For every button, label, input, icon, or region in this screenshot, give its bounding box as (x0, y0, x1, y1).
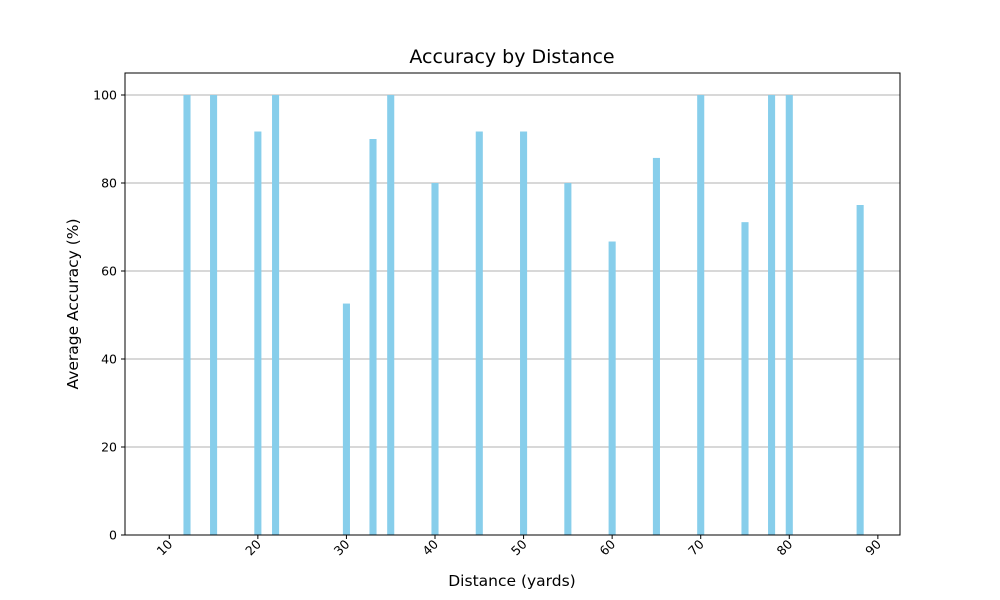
bar (520, 131, 528, 535)
gridlines (125, 94, 900, 448)
plot-frame (124, 72, 901, 536)
x-tick-label: 10 (154, 536, 176, 558)
bar (369, 139, 377, 535)
x-tick-label: 20 (242, 536, 264, 558)
x-tick-label: 50 (508, 536, 530, 558)
bar (210, 95, 218, 535)
bar (387, 95, 395, 535)
bar (652, 157, 660, 536)
bar (272, 95, 280, 535)
x-axis-ticks: 10 20 30 40 50 60 70 80 90 (154, 535, 884, 558)
y-axis-ticks: 0 20 40 60 80 100 (93, 88, 125, 543)
bar (768, 95, 776, 535)
x-tick-label: 90 (862, 536, 884, 558)
bar (254, 131, 262, 535)
bar (856, 205, 864, 535)
x-tick-label: 70 (685, 536, 707, 558)
bar (697, 95, 705, 535)
x-tick-label: 80 (774, 536, 796, 558)
chart-title: Accuracy by Distance (409, 46, 614, 68)
bar (785, 95, 793, 535)
y-tick-label: 20 (101, 440, 117, 455)
bars (183, 95, 864, 536)
y-tick-label: 0 (109, 528, 117, 543)
y-tick-label: 60 (101, 264, 117, 279)
x-tick-label: 60 (596, 536, 618, 558)
bar (475, 131, 483, 535)
y-tick-label: 80 (101, 176, 117, 191)
x-tick-label: 40 (419, 536, 441, 558)
bar (431, 183, 439, 535)
bar (564, 183, 572, 535)
bar (608, 241, 616, 535)
y-tick-label: 40 (101, 352, 117, 367)
y-tick-label: 100 (93, 88, 117, 103)
x-axis-label: Distance (yards) (448, 572, 575, 590)
y-axis-label: Average Accuracy (%) (64, 218, 82, 389)
bar (342, 303, 350, 535)
bar (741, 222, 749, 535)
bar (183, 95, 191, 535)
x-tick-label: 30 (331, 536, 353, 558)
